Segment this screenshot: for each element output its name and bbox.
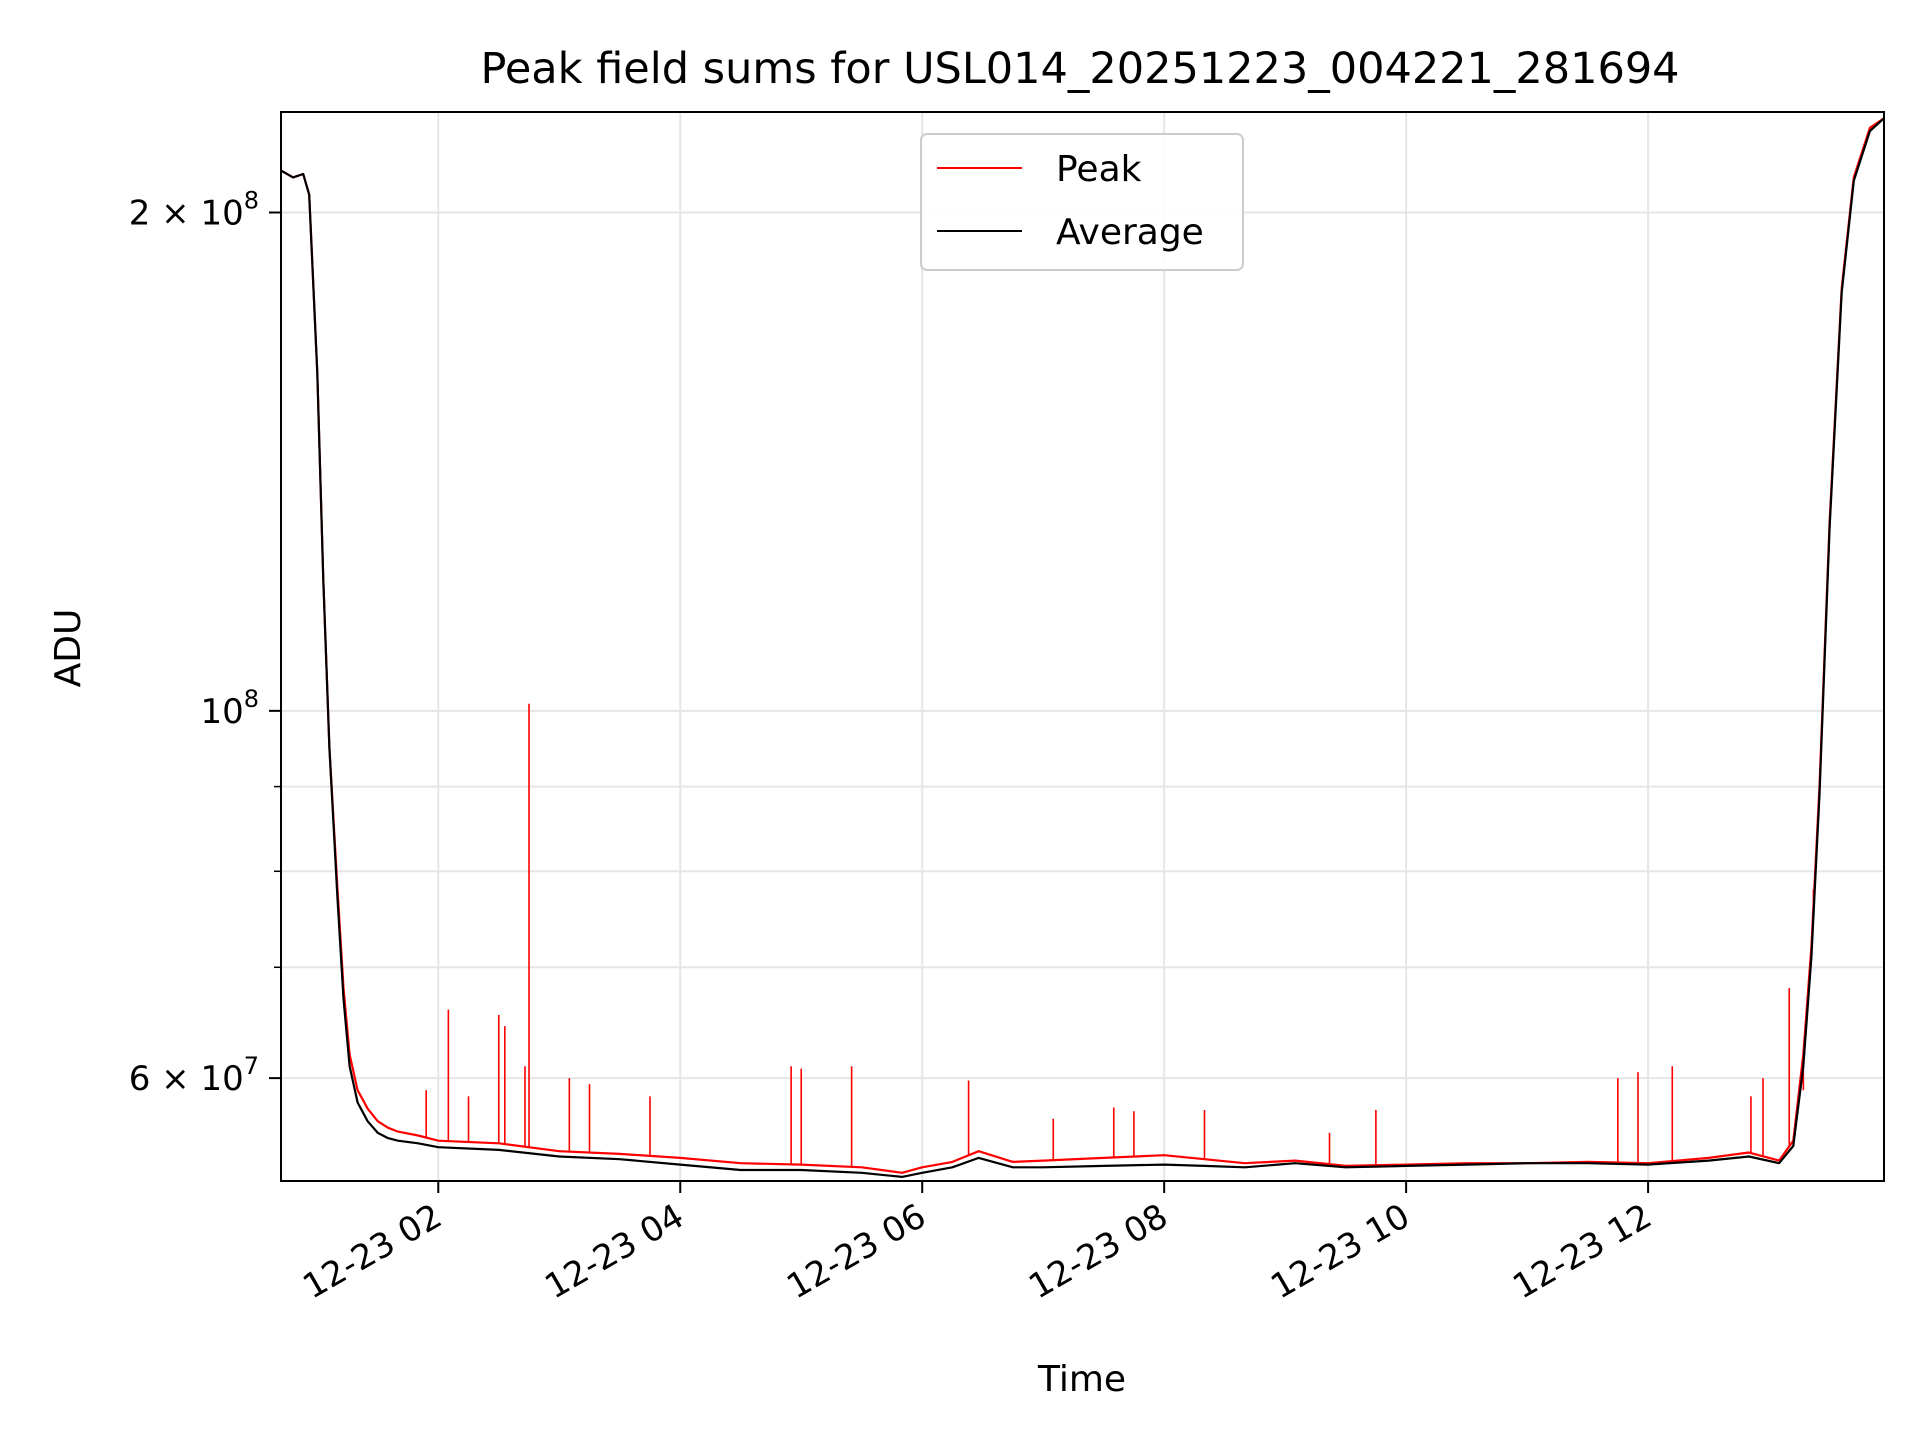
peak-spikes (425, 703, 1815, 1167)
legend-label-peak: Peak (1056, 149, 1142, 190)
y-tick-label: 6 × 107 (129, 1052, 259, 1099)
x-axis-label: Time (1037, 1359, 1126, 1400)
series-line-average (280, 117, 1885, 1179)
legend: Peak Average (920, 133, 1244, 271)
chart-title: Peak field sums for USL014_20251223_0042… (480, 44, 1679, 94)
y-tick-label: 2 × 108 (129, 186, 259, 233)
series-layer (280, 117, 1885, 1179)
y-axis-label: ADU (48, 609, 89, 688)
legend-label-average: Average (1056, 212, 1204, 253)
grid (281, 112, 1884, 1181)
plot-frame (280, 111, 1885, 1182)
